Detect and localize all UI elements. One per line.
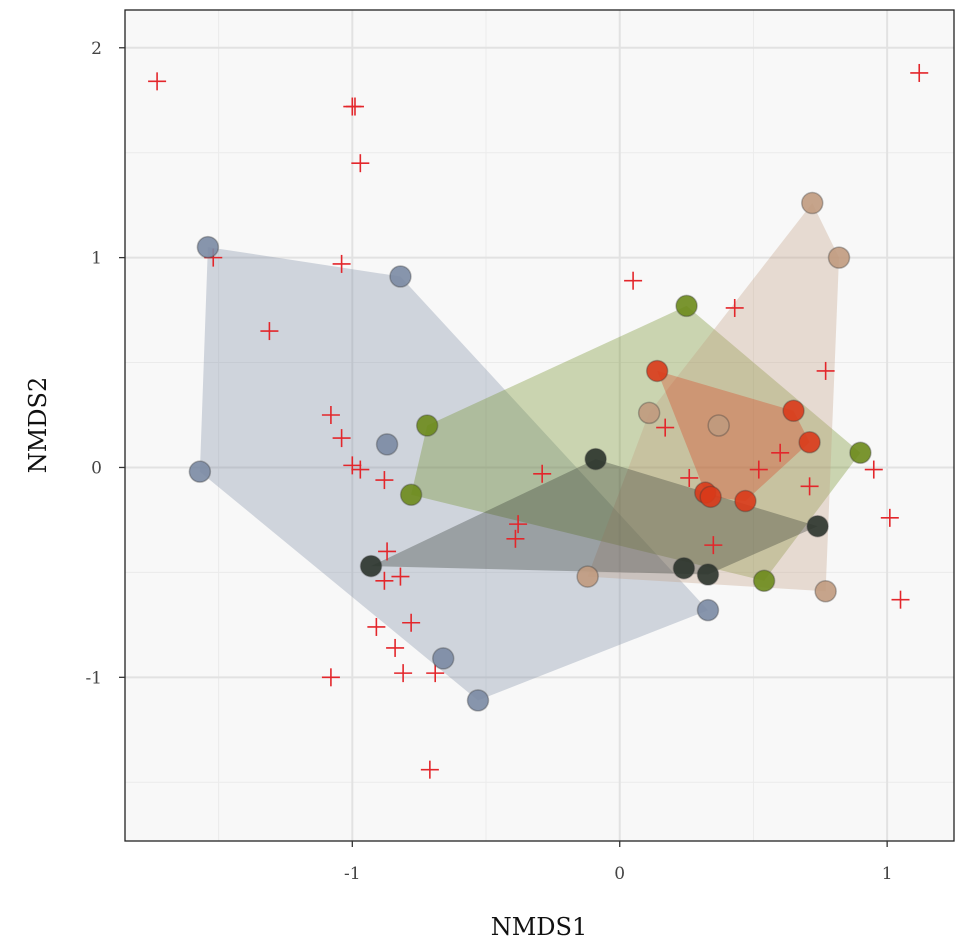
species-marker bbox=[260, 322, 279, 341]
species-marker bbox=[426, 664, 445, 683]
species-marker bbox=[343, 456, 362, 475]
y-axis-ticks: -1 0 1 2 bbox=[85, 39, 125, 688]
species-marker bbox=[402, 613, 421, 632]
species-marker bbox=[332, 429, 351, 448]
site-point-group-1 bbox=[431, 647, 455, 670]
site-point-group-2 bbox=[675, 294, 698, 318]
species-marker bbox=[624, 271, 643, 290]
site-point-group-5 bbox=[782, 399, 805, 423]
species-marker bbox=[332, 254, 351, 273]
site-point-group-4 bbox=[359, 554, 383, 578]
hull-group-2 bbox=[411, 305, 861, 581]
site-point-group-3 bbox=[637, 401, 661, 425]
y-tick-label: -1 bbox=[85, 668, 102, 688]
site-point-group-2 bbox=[399, 483, 423, 506]
x-tick-label: 1 bbox=[882, 864, 893, 884]
y-axis-title: NMDS2 bbox=[24, 377, 52, 474]
site-point-group-2 bbox=[415, 414, 439, 437]
species-marker bbox=[749, 460, 768, 479]
site-point-group-3 bbox=[827, 246, 851, 269]
site-point-group-5 bbox=[645, 359, 669, 383]
species-marker bbox=[816, 361, 835, 380]
species-marker bbox=[391, 567, 410, 586]
site-point-group-4 bbox=[672, 556, 696, 580]
species-marker bbox=[420, 760, 439, 779]
species-marker bbox=[509, 515, 528, 534]
y-tick-label: 2 bbox=[91, 39, 102, 59]
site-point-group-3 bbox=[814, 580, 837, 603]
species-marker bbox=[506, 529, 525, 548]
plot-border bbox=[124, 9, 955, 842]
major-gridlines bbox=[125, 10, 954, 841]
species-marker bbox=[321, 406, 340, 425]
species-marker bbox=[394, 664, 413, 683]
species-marker bbox=[321, 668, 340, 687]
species-marker bbox=[800, 477, 819, 496]
x-axis-ticks: -1 0 1 bbox=[344, 841, 893, 884]
species-marker bbox=[351, 460, 370, 479]
plot-panel bbox=[125, 10, 954, 841]
site-point-group-4 bbox=[696, 563, 720, 586]
species-marker bbox=[386, 638, 405, 657]
species-marker bbox=[880, 508, 899, 527]
site-point-group-5 bbox=[798, 431, 821, 454]
species-marker bbox=[148, 72, 167, 91]
species-marker bbox=[367, 617, 386, 636]
site-point-group-5 bbox=[734, 489, 757, 513]
site-point-group-1 bbox=[196, 235, 220, 259]
x-tick-label: -1 bbox=[344, 864, 361, 884]
species-marker bbox=[656, 418, 675, 437]
y-tick-label: 1 bbox=[91, 249, 102, 269]
site-point-group-3 bbox=[801, 191, 824, 215]
species-marker bbox=[725, 298, 744, 317]
site-point-group-1 bbox=[375, 433, 399, 456]
species-marker bbox=[864, 460, 883, 479]
site-point-group-5 bbox=[699, 485, 722, 509]
x-axis-title: NMDS1 bbox=[491, 913, 588, 941]
site-point-group-1 bbox=[188, 460, 212, 483]
species-marker bbox=[345, 97, 364, 116]
species-marker bbox=[680, 468, 699, 487]
minor-gridlines bbox=[125, 10, 954, 841]
species-marker bbox=[375, 471, 394, 490]
hull-group-1 bbox=[199, 247, 708, 701]
species-marker bbox=[351, 154, 370, 173]
site-point-group-1 bbox=[389, 265, 412, 288]
species-marker bbox=[704, 536, 723, 555]
hull-group-5 bbox=[657, 370, 810, 501]
species-marker bbox=[378, 542, 397, 561]
site-point-group-3 bbox=[576, 565, 599, 588]
site-point-group-4 bbox=[806, 514, 829, 538]
species-marker bbox=[891, 590, 910, 609]
species-marker bbox=[910, 63, 929, 82]
site-point-group-1 bbox=[696, 598, 720, 622]
site-point-group-4 bbox=[584, 447, 607, 471]
x-tick-label: 0 bbox=[614, 864, 625, 884]
site-point-group-1 bbox=[466, 689, 490, 712]
site-point-group-2 bbox=[849, 441, 872, 465]
site-points bbox=[188, 191, 872, 712]
species-marker bbox=[771, 443, 790, 462]
y-tick-label: 0 bbox=[91, 458, 102, 478]
site-point-group-3 bbox=[707, 414, 730, 437]
species-markers bbox=[148, 63, 929, 779]
species-marker bbox=[533, 464, 552, 483]
species-marker bbox=[375, 571, 394, 590]
site-point-group-2 bbox=[752, 569, 776, 593]
hull-group-3 bbox=[587, 203, 839, 592]
